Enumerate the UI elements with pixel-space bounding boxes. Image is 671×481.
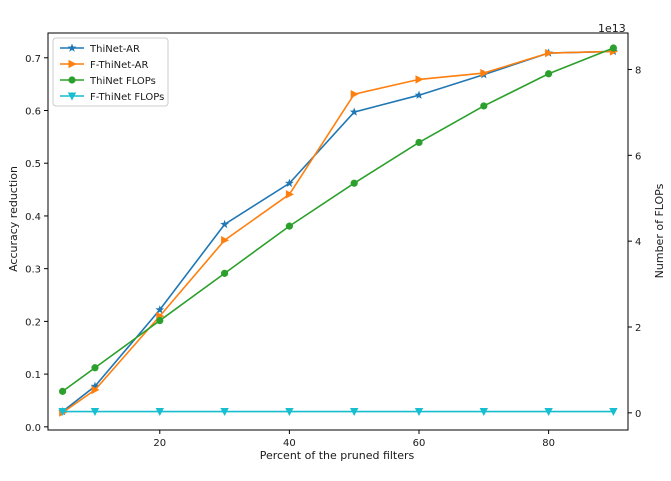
- y-tick-label: 0.4: [25, 212, 41, 223]
- data-point-thinet-flops: [285, 222, 293, 230]
- data-point-f-thinet-ar: [545, 48, 554, 58]
- data-point-f-thinet-ar: [415, 75, 424, 84]
- x-axis-label: Percent of the pruned filters: [260, 449, 415, 462]
- data-point-f-thinet-flops: [479, 408, 489, 417]
- data-point-thinet-flops: [545, 70, 553, 78]
- data-point-thinet-ar: [155, 305, 165, 314]
- data-point-f-thinet-ar: [480, 68, 489, 78]
- x-tick-label: 80: [542, 438, 555, 449]
- legend-box: [52, 37, 169, 107]
- legend-marker: [67, 92, 77, 101]
- legend: ThiNet-AR F-ThiNet-AR ThiNet FLOPs F-ThiNet…: [52, 37, 169, 107]
- y2-axis-label: Number of FLOPs: [653, 183, 666, 278]
- data-point-f-thinet-flops: [155, 408, 164, 417]
- data-point-thinet-flops: [609, 44, 618, 52]
- y-axis-label: Accuracy reduction: [7, 166, 20, 272]
- series-thinet-flops: [58, 44, 618, 395]
- legend-label: ThiNet-AR: [89, 44, 140, 55]
- y-tick-label: 0.5: [25, 159, 41, 170]
- data-point-f-thinet-flops: [414, 408, 424, 417]
- y2-tick-label: 0: [635, 409, 641, 420]
- data-point-f-thinet-flops: [58, 408, 67, 417]
- data-point-thinet-flops: [415, 138, 423, 147]
- y2-offset-label: 1e13: [598, 22, 626, 35]
- legend-item-f-thinet-flops: F-ThiNet FLOPs: [60, 92, 164, 103]
- data-point-f-thinet-ar: [350, 89, 359, 99]
- plot-frame: [47, 32, 629, 431]
- legend-marker: [68, 76, 76, 84]
- y-tick-label: 0.3: [25, 265, 41, 276]
- data-point-f-thinet-flops: [350, 408, 359, 417]
- data-point-f-thinet-ar: [221, 235, 230, 245]
- data-point-thinet-flops: [350, 179, 358, 187]
- data-point-thinet-flops: [480, 102, 488, 110]
- y-tick-label: 0.2: [25, 317, 41, 328]
- legend-marker: [68, 59, 77, 69]
- y2-tick-label: 4: [635, 237, 641, 248]
- y2-tick-label: 6: [635, 151, 641, 162]
- x-tick-label: 20: [153, 438, 166, 449]
- legend-label: F-ThiNet FLOPs: [90, 92, 164, 103]
- y-tick-label: 0.7: [25, 54, 41, 65]
- data-point-f-thinet-flops: [544, 408, 553, 417]
- series-line-thinet-flops: [62, 47, 614, 393]
- y-tick-label: 0.6: [25, 107, 41, 118]
- data-point-thinet-flops: [156, 316, 164, 325]
- data-point-f-thinet-flops: [285, 408, 294, 417]
- x-tick-label: 40: [283, 438, 296, 449]
- x-tick-label: 60: [413, 438, 426, 449]
- data-point-thinet-ar: [349, 107, 359, 116]
- y2-tick-label: 8: [635, 65, 641, 76]
- legend-item-f-thinet-ar: F-ThiNet-AR: [60, 59, 148, 71]
- data-point-f-thinet-flops: [609, 408, 618, 417]
- data-point-thinet-flops: [91, 364, 99, 372]
- legend-item-thinet-ar: ThiNet-AR: [60, 43, 140, 55]
- series-f-thinet-ar: [59, 47, 618, 417]
- data-point-thinet-ar: [285, 178, 294, 187]
- legend-marker: [67, 43, 77, 52]
- y-tick-label: 0.0: [25, 423, 41, 434]
- data-point-f-thinet-ar: [91, 385, 100, 395]
- data-point-thinet-ar: [220, 219, 229, 229]
- y2-tick-label: 2: [635, 323, 641, 334]
- series-f-thinet-flops: [58, 408, 618, 417]
- data-point-f-thinet-flops: [220, 408, 229, 417]
- data-point-thinet-ar: [414, 90, 424, 99]
- legend-item-thinet-flops: ThiNet FLOPs: [60, 76, 156, 87]
- legend-label: ThiNet FLOPs: [89, 76, 156, 87]
- data-point-f-thinet-ar: [285, 190, 294, 199]
- data-point-thinet-flops: [220, 269, 229, 277]
- series-line-f-thinet-ar: [62, 50, 614, 414]
- data-point-f-thinet-flops: [90, 408, 100, 417]
- data-point-thinet-flops: [58, 387, 67, 395]
- data-point-thinet-ar: [90, 381, 100, 390]
- y-tick-label: 0.1: [25, 370, 41, 381]
- legend-label: F-ThiNet-AR: [90, 60, 148, 71]
